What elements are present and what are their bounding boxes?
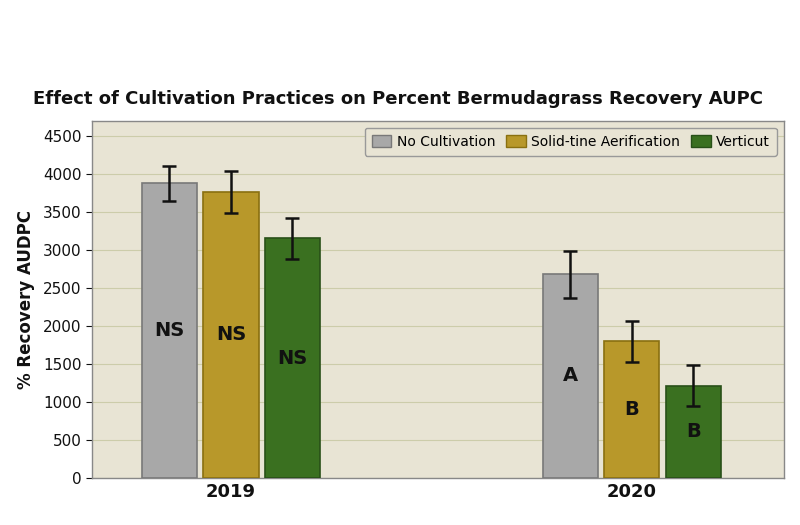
- Bar: [666, 386, 721, 478]
- Y-axis label: % Recovery AUDPC: % Recovery AUDPC: [17, 210, 34, 388]
- Text: B: B: [624, 400, 639, 419]
- Text: A: A: [562, 366, 578, 385]
- Text: Effect of Cultivation Practices on Percent Bermudagrass Recovery AUPC: Effect of Cultivation Practices on Perce…: [33, 90, 763, 108]
- Text: B: B: [686, 422, 701, 442]
- Bar: [142, 183, 197, 478]
- Text: FIGURE 3: FIGURE 3: [31, 31, 189, 60]
- Text: NS: NS: [278, 349, 307, 368]
- Text: NS: NS: [216, 326, 246, 344]
- Bar: [265, 238, 320, 478]
- Bar: [604, 341, 659, 478]
- Polygon shape: [336, 8, 375, 76]
- Text: NS: NS: [154, 321, 185, 340]
- Bar: [203, 192, 258, 478]
- Legend: No Cultivation, Solid-tine Aerification, Verticut: No Cultivation, Solid-tine Aerification,…: [365, 128, 777, 155]
- Bar: [542, 274, 598, 478]
